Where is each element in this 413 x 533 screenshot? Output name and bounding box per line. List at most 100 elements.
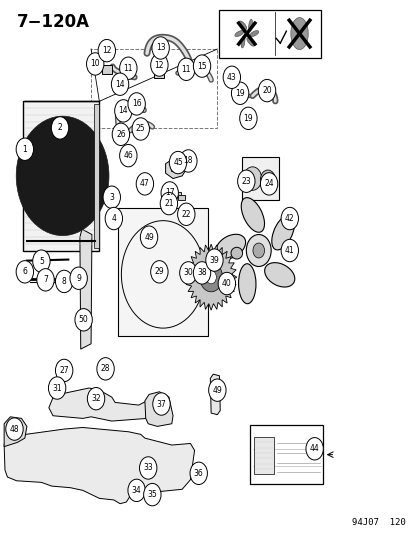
Text: 22: 22 <box>181 210 190 219</box>
Circle shape <box>78 274 83 282</box>
Ellipse shape <box>239 21 246 29</box>
Text: 41: 41 <box>284 246 294 255</box>
Circle shape <box>143 483 161 506</box>
Circle shape <box>111 73 128 95</box>
Text: 38: 38 <box>197 269 206 277</box>
Ellipse shape <box>249 30 258 37</box>
Text: 49: 49 <box>144 233 154 241</box>
Circle shape <box>205 249 223 271</box>
Ellipse shape <box>215 235 245 259</box>
Polygon shape <box>165 157 187 179</box>
Circle shape <box>114 100 132 122</box>
Text: 16: 16 <box>131 100 141 108</box>
Text: 3: 3 <box>109 193 114 201</box>
Polygon shape <box>49 388 157 421</box>
Text: 49: 49 <box>212 386 222 394</box>
Circle shape <box>119 57 137 79</box>
Circle shape <box>112 123 129 146</box>
Bar <box>253 437 273 474</box>
Text: 42: 42 <box>284 214 294 223</box>
Bar <box>219 10 320 58</box>
Text: 32: 32 <box>91 394 101 403</box>
Text: 36: 36 <box>193 469 203 478</box>
Text: 12: 12 <box>154 61 164 69</box>
Text: 44: 44 <box>309 445 319 453</box>
Circle shape <box>280 239 298 262</box>
Text: 50: 50 <box>78 316 88 324</box>
Circle shape <box>55 270 73 293</box>
Ellipse shape <box>238 264 255 304</box>
Bar <box>154 69 164 78</box>
Text: 26: 26 <box>116 130 126 139</box>
Circle shape <box>132 118 149 140</box>
Circle shape <box>243 167 261 190</box>
Circle shape <box>103 186 120 208</box>
Text: 23: 23 <box>241 177 251 185</box>
Text: 15: 15 <box>197 62 206 70</box>
Circle shape <box>48 377 66 399</box>
Bar <box>23 101 99 251</box>
Polygon shape <box>145 392 173 426</box>
Text: 13: 13 <box>155 44 165 52</box>
Circle shape <box>179 262 197 284</box>
Circle shape <box>87 387 104 410</box>
Text: 34: 34 <box>131 486 141 495</box>
Circle shape <box>105 207 122 230</box>
Text: 12: 12 <box>102 46 111 55</box>
Text: 17: 17 <box>164 189 174 197</box>
Polygon shape <box>170 160 184 172</box>
Bar <box>250 425 322 484</box>
Circle shape <box>260 173 277 195</box>
Circle shape <box>51 117 69 139</box>
Circle shape <box>16 261 33 283</box>
Text: 6: 6 <box>22 268 27 276</box>
Circle shape <box>161 182 178 204</box>
Text: 5: 5 <box>39 257 44 265</box>
Text: 10: 10 <box>90 60 100 68</box>
Text: 21: 21 <box>164 199 173 208</box>
Bar <box>172 192 180 197</box>
Ellipse shape <box>246 38 254 46</box>
Circle shape <box>169 151 186 174</box>
Circle shape <box>21 266 28 275</box>
Text: 25: 25 <box>135 125 145 133</box>
Circle shape <box>206 271 216 284</box>
Ellipse shape <box>90 59 99 71</box>
Bar <box>94 104 99 248</box>
Circle shape <box>75 309 92 331</box>
Text: 35: 35 <box>147 490 157 499</box>
Circle shape <box>177 58 195 80</box>
Ellipse shape <box>248 19 252 31</box>
Circle shape <box>70 267 87 289</box>
Text: 9: 9 <box>76 274 81 282</box>
Text: 19: 19 <box>243 114 253 123</box>
Circle shape <box>246 235 271 266</box>
Text: 20: 20 <box>261 86 271 95</box>
Text: 94J07  120: 94J07 120 <box>351 518 405 527</box>
Text: 14: 14 <box>118 107 128 115</box>
Circle shape <box>86 53 104 75</box>
Circle shape <box>55 359 73 382</box>
Circle shape <box>177 203 195 225</box>
Text: 40: 40 <box>221 279 231 288</box>
Text: 29: 29 <box>154 268 164 276</box>
Text: 7−120A: 7−120A <box>17 13 89 31</box>
Text: 43: 43 <box>226 73 236 82</box>
Circle shape <box>152 393 170 415</box>
Text: 28: 28 <box>101 365 110 373</box>
Circle shape <box>97 358 114 380</box>
Circle shape <box>193 262 210 284</box>
Polygon shape <box>4 427 194 504</box>
Text: 1: 1 <box>22 145 27 154</box>
Circle shape <box>208 379 225 401</box>
Circle shape <box>190 462 207 484</box>
Circle shape <box>37 269 54 291</box>
Circle shape <box>119 144 137 167</box>
Circle shape <box>237 170 254 192</box>
Text: 11: 11 <box>123 64 133 72</box>
Text: 46: 46 <box>123 151 133 160</box>
Circle shape <box>33 250 50 272</box>
Text: 45: 45 <box>173 158 183 167</box>
Text: 30: 30 <box>183 269 193 277</box>
Circle shape <box>16 138 33 160</box>
